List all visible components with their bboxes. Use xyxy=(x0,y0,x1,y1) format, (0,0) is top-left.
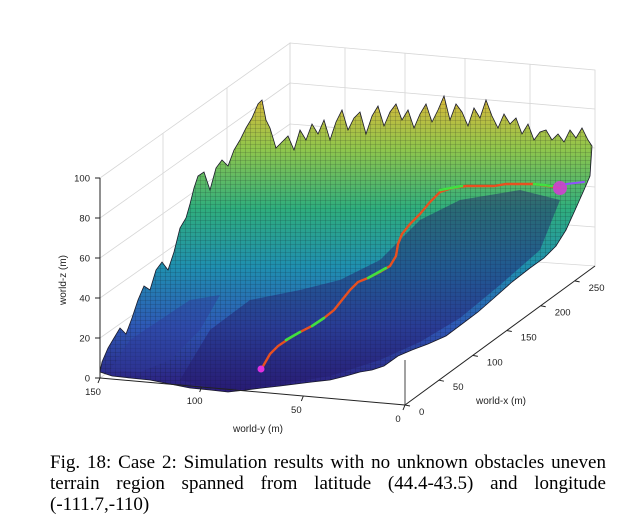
y-tick-label: 0 xyxy=(395,414,400,425)
terrain-surface xyxy=(99,94,593,393)
start-marker xyxy=(257,365,265,373)
path-green-segment-1 xyxy=(284,330,302,342)
z-tick-label: 60 xyxy=(79,254,90,265)
x-tick-mark xyxy=(472,354,478,357)
path-green-segment-4 xyxy=(438,184,464,192)
x-tick-label: 50 xyxy=(453,382,464,393)
x-tick-label: 200 xyxy=(555,308,571,319)
y-axis-ticks: 150 100 50 0 xyxy=(85,377,406,425)
path-green-segment-5 xyxy=(532,182,554,188)
path-line xyxy=(260,182,562,370)
x-tick-mark xyxy=(404,404,411,407)
terrain-surface-plot: 0 20 40 60 80 100 150 100 50 0 0 50 100 150 200 250 w… xyxy=(58,42,605,435)
goal-tail xyxy=(565,181,585,185)
y-tick-label: 50 xyxy=(291,405,302,416)
y-tick-mark xyxy=(199,386,203,393)
goal-marker xyxy=(553,181,567,195)
y-tick-mark xyxy=(300,395,304,402)
x-tick-label: 250 xyxy=(589,283,605,294)
z-tick-label: 0 xyxy=(85,374,90,385)
path-green-segment-3 xyxy=(366,266,388,280)
z-axis-ticks: 0 20 40 60 80 100 xyxy=(74,174,100,385)
path-green-segment-2 xyxy=(310,316,326,328)
y-tick-label: 100 xyxy=(187,396,203,407)
y-tick-mark xyxy=(97,377,101,384)
z-axis-label: world-z (m) xyxy=(58,255,69,306)
x-axis-line xyxy=(404,265,596,406)
y-axis-label: world-y (m) xyxy=(232,424,283,435)
x-tick-mark xyxy=(438,379,445,382)
x-tick-label: 0 xyxy=(419,407,424,418)
y-tick-mark xyxy=(402,404,406,411)
figure-caption: Fig. 18: Case 2: Simulation results with… xyxy=(50,452,606,515)
z-tick-label: 80 xyxy=(79,214,90,225)
x-axis-ticks: 0 50 100 150 200 250 xyxy=(404,280,605,418)
z-tick-label: 20 xyxy=(79,334,90,345)
x-tick-mark xyxy=(574,280,580,283)
x-tick-mark xyxy=(506,330,512,333)
y-tick-label: 150 xyxy=(85,387,101,398)
x-tick-label: 100 xyxy=(487,357,503,368)
y-axis-line xyxy=(99,377,406,406)
axes xyxy=(99,178,596,406)
x-tick-mark xyxy=(540,305,546,308)
z-tick-label: 100 xyxy=(74,174,90,185)
x-tick-label: 150 xyxy=(521,333,537,344)
path-trajectory xyxy=(257,181,585,373)
x-axis-label: world-x (m) xyxy=(475,396,526,407)
z-tick-label: 40 xyxy=(79,294,90,305)
